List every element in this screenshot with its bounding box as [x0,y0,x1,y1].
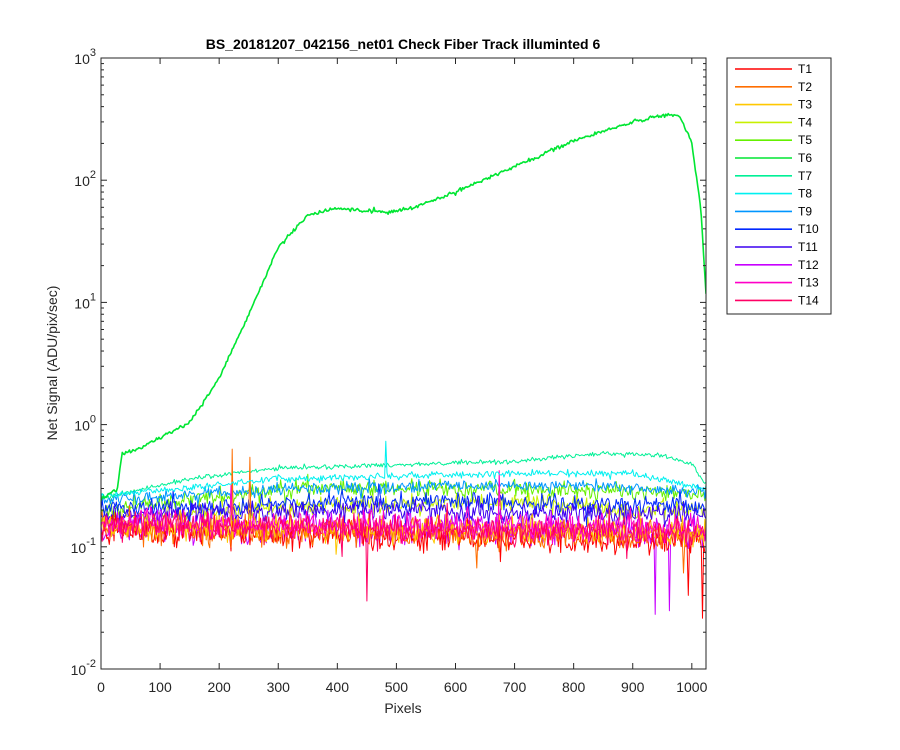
legend-label-t8: T8 [798,187,812,201]
x-tick-label: 700 [503,679,527,695]
x-tick-label: 200 [207,679,231,695]
series-line-t9 [101,477,706,506]
x-tick-label: 900 [621,679,645,695]
y-tick-exponent: -2 [86,658,96,670]
legend-label-t5: T5 [798,133,812,147]
y-tick-base: 10 [71,662,87,678]
series-line-t10 [101,483,706,528]
y-tick-label: 100 [74,414,96,434]
plot-background [101,58,706,669]
x-tick-label: 300 [267,679,291,695]
legend-label-t12: T12 [798,258,819,272]
y-axis-label: Net Signal (ADU/pix/sec) [44,286,60,441]
chart-title: BS_20181207_042156_net01 Check Fiber Tra… [206,36,601,52]
legend: T1 T2 T3 T4 T5 T6 T7 T8 T9 T10 T11 T12 T13 T14 [726,57,832,315]
y-tick-base: 10 [74,295,90,311]
x-axis-label: Pixels [384,700,421,716]
y-tick-base: 10 [71,540,87,556]
y-tick-exponent: 1 [90,291,96,303]
y-tick-label: 103 [74,47,96,67]
y-tick-base: 10 [74,418,90,434]
y-tick-exponent: 0 [90,414,96,426]
x-tick-label: 100 [148,679,172,695]
y-tick-label: 102 [74,169,96,189]
series-layer [101,112,706,619]
legend-label-t1: T1 [798,62,812,76]
series-line-t14 [101,502,706,602]
x-tick-label: 800 [562,679,586,695]
y-tick-base: 10 [74,173,90,189]
tick-labels: 0 100 200 300 400 500 600 700 800 900 100010-210-1… [71,47,708,695]
y-tick-label: 10-2 [71,658,96,678]
legend-label-t13: T13 [798,276,819,290]
legend-label-t11: T11 [798,240,818,254]
legend-box [726,57,832,315]
legend-label-t9: T9 [798,204,812,218]
y-tick-exponent: 3 [90,47,96,59]
y-tick-label: 10-1 [71,536,96,556]
x-tick-label: 500 [385,679,409,695]
y-tick-exponent: 2 [90,169,96,181]
legend-label-t6: T6 [798,151,812,165]
x-tick-label: 600 [444,679,468,695]
axes-layer [100,57,707,670]
axes-box [100,57,707,670]
y-tick-label: 101 [74,291,96,311]
legend-label-t7: T7 [798,169,812,183]
plot-area: 0 100 200 300 400 500 600 700 800 900 100010-210-1… [71,47,708,695]
x-tick-label: 1000 [676,679,707,695]
series-line-t6 [101,112,706,501]
legend-label-t14: T14 [798,293,819,307]
legend-items: T1 T2 T3 T4 T5 T6 T7 T8 T9 T10 T11 T12 T13 T14 [735,62,819,307]
legend-label-t3: T3 [798,98,812,112]
series-line-t7 [101,450,706,500]
legend-label-t2: T2 [798,80,812,94]
series-line-t8 [101,440,706,498]
x-tick-label: 0 [97,679,105,695]
series-line-t5 [101,473,706,525]
y-tick-base: 10 [74,51,90,67]
legend-label-t10: T10 [798,222,819,236]
x-tick-label: 400 [326,679,350,695]
legend-label-t4: T4 [798,115,812,129]
y-tick-exponent: -1 [86,536,96,548]
